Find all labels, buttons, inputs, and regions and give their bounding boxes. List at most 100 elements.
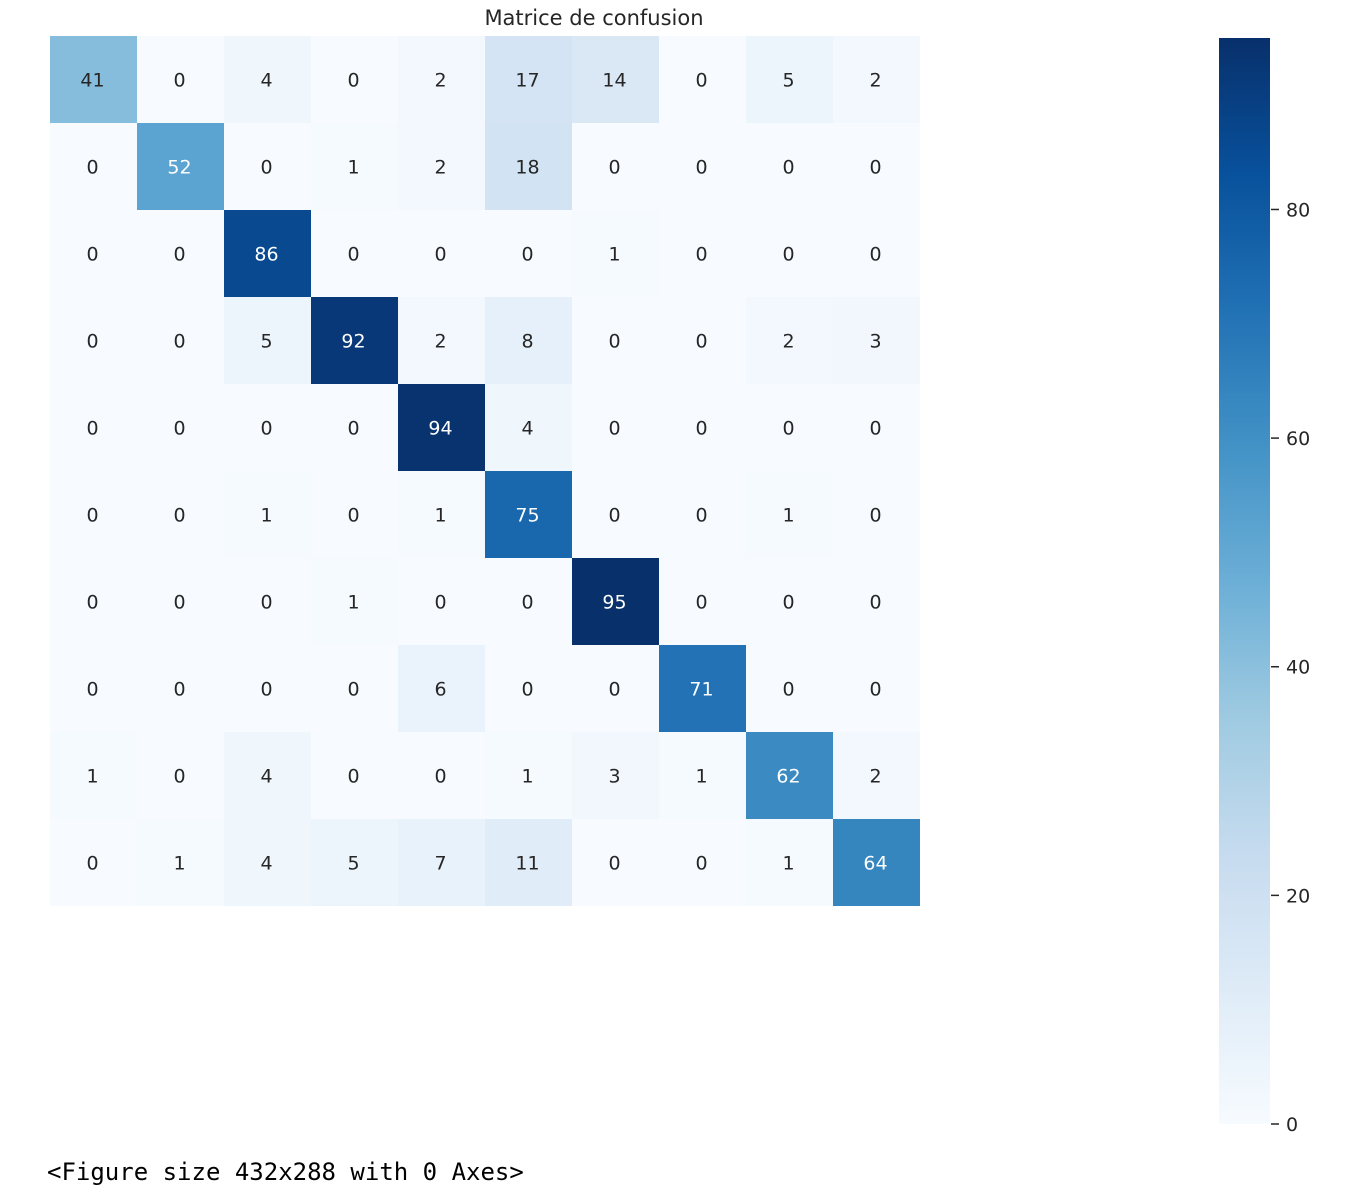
- heatmap-cell-r9-c1: [137, 819, 224, 906]
- heatmap-cell-label-r6-c3: 1: [347, 592, 359, 614]
- heatmap-cell-r6-c1: [137, 558, 224, 645]
- heatmap-cell-r7-c6: [572, 645, 659, 732]
- heatmap-cell-label-r7-c6: 0: [608, 679, 620, 701]
- heatmap-cell-r3-c0: [50, 297, 137, 384]
- heatmap-cell-label-r1-c3: 1: [347, 157, 359, 179]
- heatmap-cell-r9-c4: [398, 819, 485, 906]
- heatmap-cell-r8-c7: [659, 732, 746, 819]
- heatmap-cell-label-r9-c3: 5: [347, 853, 359, 875]
- heatmap-cell-r0-c1: [137, 36, 224, 123]
- heatmap-cell-r0-c2: [224, 36, 311, 123]
- heatmap-cell-r6-c2: [224, 558, 311, 645]
- heatmap-cell-r4-c4: [398, 384, 485, 471]
- heatmap-cell-label-r4-c5: 4: [521, 418, 533, 440]
- heatmap-cell-label-r4-c9: 0: [869, 418, 881, 440]
- heatmap-cell-r6-c7: [659, 558, 746, 645]
- heatmap-cell-label-r2-c9: 0: [869, 244, 881, 266]
- heatmap-cell-r9-c6: [572, 819, 659, 906]
- heatmap-cell-label-r6-c2: 0: [260, 592, 272, 614]
- heatmap-cell-r9-c8: [746, 819, 833, 906]
- heatmap-cell-r6-c8: [746, 558, 833, 645]
- heatmap-cell-label-r3-c5: 8: [521, 331, 533, 353]
- heatmap-cell-label-r6-c7: 0: [695, 592, 707, 614]
- heatmap-cell-r8-c5: [485, 732, 572, 819]
- heatmap-cell-r3-c7: [659, 297, 746, 384]
- heatmap-cell-r9-c3: [311, 819, 398, 906]
- heatmap-cell-label-r8-c0: 1: [86, 766, 98, 788]
- heatmap-cell-label-r7-c4: 6: [434, 679, 446, 701]
- heatmap-cell-label-r0-c1: 0: [173, 70, 185, 92]
- heatmap-cell-r3-c8: [746, 297, 833, 384]
- heatmap-cell-r3-c6: [572, 297, 659, 384]
- heatmap-cell-r1-c7: [659, 123, 746, 210]
- heatmap-cell-r4-c5: [485, 384, 572, 471]
- heatmap-cell-r7-c3: [311, 645, 398, 732]
- chart-title: Matrice de confusion: [484, 6, 703, 30]
- heatmap-cell-label-r3-c1: 0: [173, 331, 185, 353]
- heatmap-cell-label-r1-c4: 2: [434, 157, 446, 179]
- heatmap-cell-r3-c5: [485, 297, 572, 384]
- heatmap-cell-label-r5-c2: 1: [260, 505, 272, 527]
- heatmap-cell-r7-c5: [485, 645, 572, 732]
- heatmap-cell-label-r7-c9: 0: [869, 679, 881, 701]
- heatmap-cell-label-r1-c9: 0: [869, 157, 881, 179]
- heatmap-cell-label-r7-c0: 0: [86, 679, 98, 701]
- heatmap-cell-label-r8-c5: 1: [521, 766, 533, 788]
- heatmap-cell-label-r9-c2: 4: [260, 853, 272, 875]
- heatmap-cell-label-r5-c9: 0: [869, 505, 881, 527]
- heatmap-cell-r1-c8: [746, 123, 833, 210]
- heatmap-cell-label-r5-c8: 1: [782, 505, 794, 527]
- heatmap-cell-label-r8-c3: 0: [347, 766, 359, 788]
- heatmap-cell-r9-c7: [659, 819, 746, 906]
- heatmap-cell-label-r3-c8: 2: [782, 331, 794, 353]
- heatmap-cell-r2-c8: [746, 210, 833, 297]
- heatmap-cell-label-r1-c8: 0: [782, 157, 794, 179]
- heatmap-cell-label-r4-c8: 0: [782, 418, 794, 440]
- heatmap-cell-r5-c9: [833, 471, 920, 558]
- heatmap-cell-label-r0-c2: 4: [260, 70, 272, 92]
- heatmap-cell-label-r4-c7: 0: [695, 418, 707, 440]
- heatmap-cell-r4-c3: [311, 384, 398, 471]
- heatmap-cell-label-r2-c1: 0: [173, 244, 185, 266]
- heatmap-cell-r5-c2: [224, 471, 311, 558]
- heatmap-cell-r8-c3: [311, 732, 398, 819]
- heatmap-cell-r0-c3: [311, 36, 398, 123]
- heatmap-cell-r0-c6: [572, 36, 659, 123]
- heatmap-cell-r6-c0: [50, 558, 137, 645]
- heatmap-cell-label-r2-c5: 0: [521, 244, 533, 266]
- heatmap-cell-r5-c1: [137, 471, 224, 558]
- heatmap-cell-r4-c6: [572, 384, 659, 471]
- heatmap-cell-r7-c4: [398, 645, 485, 732]
- heatmap-cell-r1-c6: [572, 123, 659, 210]
- heatmap-cell-label-r2-c7: 0: [695, 244, 707, 266]
- heatmap-cell-label-r2-c6: 1: [608, 244, 620, 266]
- heatmap-cell-label-r2-c8: 0: [782, 244, 794, 266]
- heatmap-cell-label-r4-c6: 0: [608, 418, 620, 440]
- heatmap-cell-label-r6-c8: 0: [782, 592, 794, 614]
- heatmap-cell-label-r0-c4: 2: [434, 70, 446, 92]
- heatmap-cell-r9-c9: [833, 819, 920, 906]
- heatmap-cell-r0-c4: [398, 36, 485, 123]
- heatmap-cell-r6-c5: [485, 558, 572, 645]
- heatmap-cell-r7-c9: [833, 645, 920, 732]
- heatmap-annotations: 41 0 4 0 2 17 14 0 5 20 52 0 1 2 18 0 0 0 00 0 86 0 0 0 1 0 0 00 0 5 9…: [80, 70, 887, 875]
- heatmap-cell-r0-c5: [485, 36, 572, 123]
- heatmap-cell-r3-c9: [833, 297, 920, 384]
- heatmap-cell-r8-c6: [572, 732, 659, 819]
- heatmap-cell-r5-c7: [659, 471, 746, 558]
- heatmap-cell-label-r4-c2: 0: [260, 418, 272, 440]
- heatmap-cell-r2-c9: [833, 210, 920, 297]
- heatmap-cell-r3-c1: [137, 297, 224, 384]
- heatmap-cell-r7-c8: [746, 645, 833, 732]
- heatmap-cell-r7-c0: [50, 645, 137, 732]
- heatmap-cell-label-r5-c6: 0: [608, 505, 620, 527]
- heatmap-cell-label-r5-c4: 1: [434, 505, 446, 527]
- heatmap-cell-r2-c2: [224, 210, 311, 297]
- heatmap-cell-label-r9-c1: 1: [173, 853, 185, 875]
- heatmap-cell-label-r6-c0: 0: [86, 592, 98, 614]
- heatmap-cell-label-r8-c9: 2: [869, 766, 881, 788]
- heatmap-cell-r0-c9: [833, 36, 920, 123]
- heatmap-cell-r6-c3: [311, 558, 398, 645]
- heatmap-cell-label-r3-c3: 92: [341, 331, 365, 353]
- heatmap-cell-r2-c4: [398, 210, 485, 297]
